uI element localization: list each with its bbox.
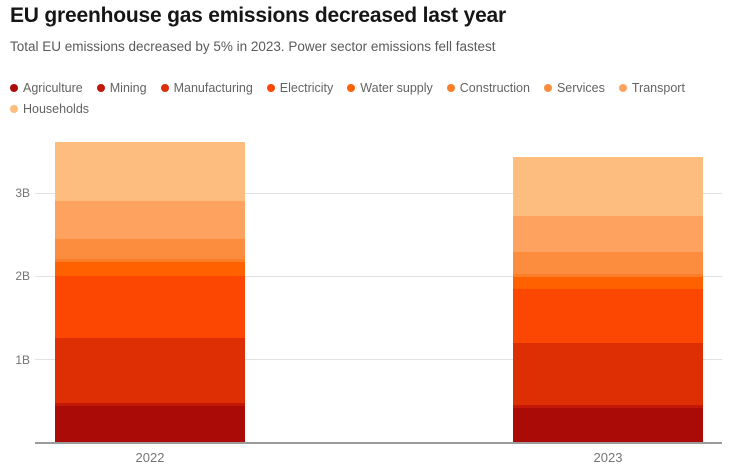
legend-label: Electricity [279, 81, 334, 95]
legend-dot-agriculture [10, 84, 18, 92]
legend-dot-electricity [266, 84, 275, 92]
legend-item-transport: Transport [618, 81, 685, 95]
bar-segment-2023-water-supply[interactable] [513, 277, 703, 289]
legend-label: Mining [109, 81, 147, 95]
bar-segment-2022-agriculture[interactable] [55, 406, 245, 443]
legend-item-agriculture: Agriculture [10, 81, 83, 95]
bar-segment-2022-water-supply[interactable] [55, 262, 245, 276]
legend-item-manufacturing: Manufacturing [160, 81, 253, 95]
legend-dot-services [543, 84, 552, 92]
x-axis-label-2022: 2022 [135, 450, 165, 465]
legend-dot-water-supply [347, 84, 356, 92]
legend-label: Services [556, 81, 605, 95]
legend-label: Agriculture [23, 81, 83, 95]
y-axis-label-3B: 3B [15, 186, 30, 200]
legend-label: Transport [631, 81, 685, 95]
legend-dot-construction [446, 84, 455, 92]
legend-label: Water supply [360, 81, 433, 95]
x-axis-baseline [35, 442, 722, 444]
legend-dot-transport [618, 84, 627, 92]
legend-dot-households [10, 105, 18, 113]
legend-item-electricity: Electricity [266, 81, 334, 95]
chart-legend: Agriculture Mining Manufacturing Electricit… [10, 81, 742, 116]
bar-segment-2022-mining[interactable] [55, 403, 245, 407]
bar-segment-2022-electricity[interactable] [55, 275, 245, 338]
y-axis-label-1B: 1B [15, 352, 30, 367]
legend-item-households: Households [10, 102, 89, 116]
chart-subtitle: Total EU emissions decreased by 5% in 20… [10, 39, 496, 54]
bar-segment-2022-households[interactable] [55, 142, 245, 201]
bar-segment-2023-construction[interactable] [513, 273, 703, 278]
bar-segment-2022-transport[interactable] [55, 200, 245, 239]
legend-dot-mining [96, 84, 105, 92]
bar-segment-2023-agriculture[interactable] [513, 408, 703, 443]
bar-segment-2023-manufacturing[interactable] [513, 343, 703, 405]
y-axis-label-2B: 2B [15, 269, 30, 284]
bar-segment-2023-mining[interactable] [513, 404, 703, 408]
gridline-2B [35, 275, 722, 277]
gridline-1B [35, 359, 722, 361]
gridline-3B [35, 192, 722, 194]
bar-segment-2022-construction[interactable] [55, 258, 245, 263]
legend-dot-manufacturing [160, 84, 169, 92]
bar-segment-2023-transport[interactable] [513, 215, 703, 253]
bar-segment-2022-manufacturing[interactable] [55, 338, 245, 403]
x-axis-label-2023: 2023 [593, 450, 623, 465]
bar-segment-2023-households[interactable] [513, 157, 703, 216]
legend-label: Manufacturing [173, 81, 253, 95]
bar-segment-2023-services[interactable] [513, 252, 703, 274]
legend-item-mining: Mining [96, 81, 147, 95]
legend-item-construction: Construction [446, 81, 530, 95]
chart-title: EU greenhouse gas emissions decreased la… [10, 4, 507, 27]
legend-item-water-supply: Water supply [347, 81, 433, 95]
legend-item-services: Services [543, 81, 605, 95]
bar-segment-2022-services[interactable] [55, 238, 245, 259]
bar-segment-2023-electricity[interactable] [513, 288, 703, 343]
legend-label: Households [23, 102, 90, 116]
legend-label: Construction [459, 81, 530, 95]
